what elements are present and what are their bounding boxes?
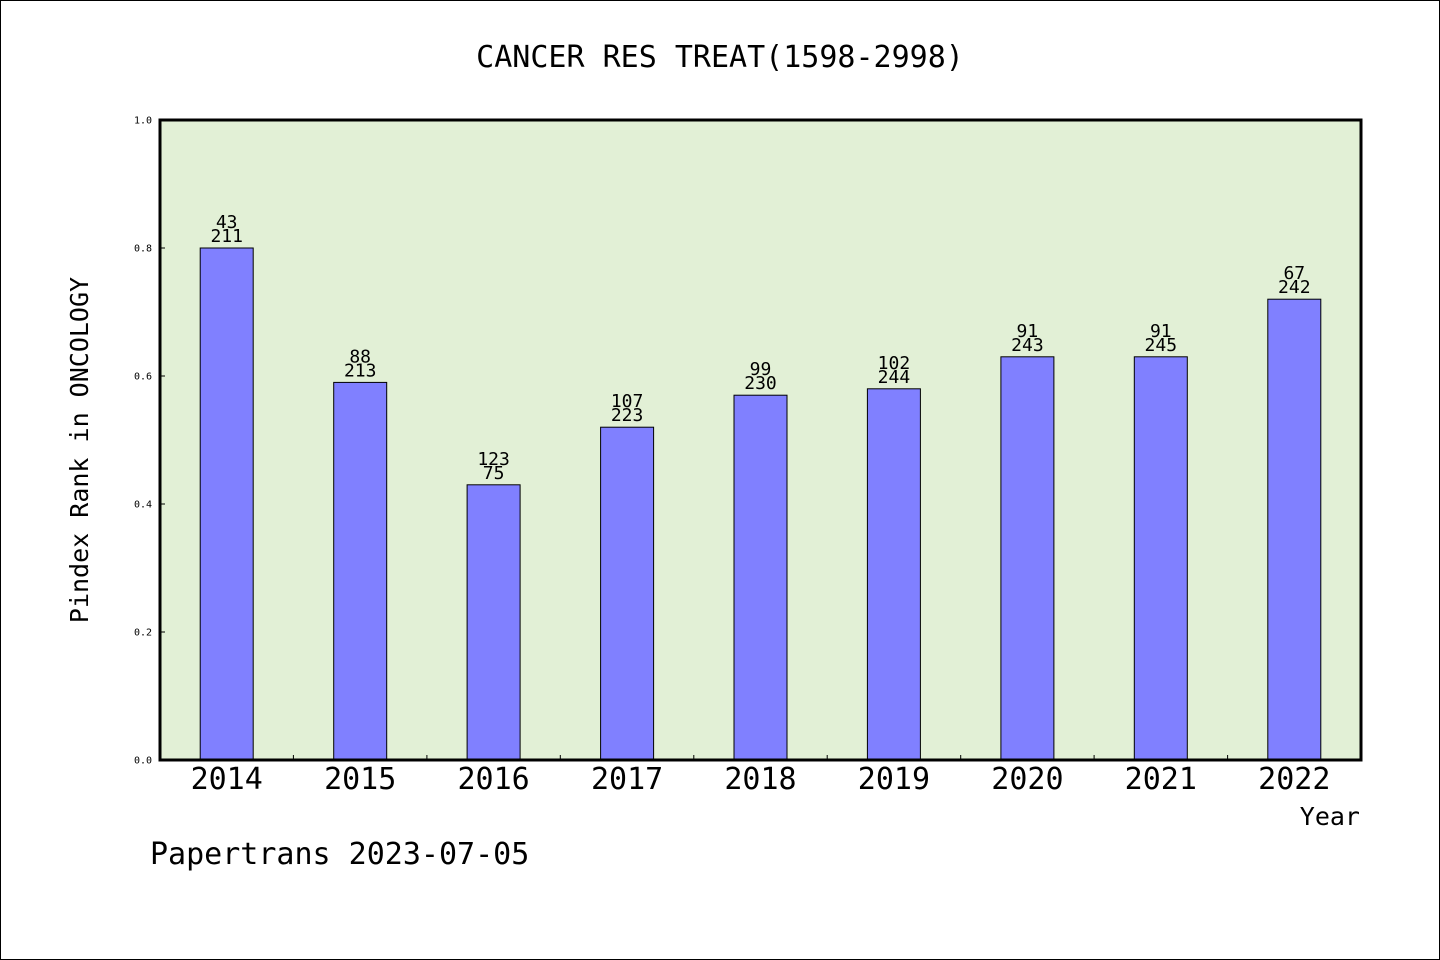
bar [733, 394, 788, 761]
data-label-bottom: 213 [344, 360, 377, 381]
bar [600, 426, 655, 761]
data-label-bottom: 244 [878, 367, 911, 388]
x-tick-label: 2017 [591, 762, 663, 797]
data-label-bottom: 230 [744, 373, 777, 394]
data-label-top: 43 [216, 212, 238, 233]
x-tick-label: 2018 [724, 762, 796, 797]
x-tick-label: 2021 [1125, 762, 1197, 797]
credit-label: Papertrans 2023-07-05 [150, 837, 529, 872]
bar [866, 388, 921, 761]
plot-border [158, 118, 1363, 762]
data-label-top: 99 [750, 359, 772, 380]
data-label-top: 67 [1283, 263, 1305, 284]
bar [466, 484, 521, 761]
y-tick-label: 1.0 [134, 116, 152, 127]
bar [1000, 356, 1055, 761]
bar [1267, 298, 1322, 761]
x-tick-label: 2019 [858, 762, 930, 797]
y-tick-label: 0.6 [134, 372, 152, 383]
x-tick-label: 2016 [457, 762, 529, 797]
x-axis-title: Year [1300, 802, 1360, 831]
chart-title: CANCER RES TREAT(1598-2998) [476, 40, 964, 75]
data-label-top: 91 [1017, 321, 1039, 342]
x-tick-label: 2020 [991, 762, 1063, 797]
data-label-bottom: 211 [210, 226, 243, 247]
data-label-bottom: 223 [611, 405, 644, 426]
data-label-bottom: 243 [1011, 335, 1044, 356]
y-tick-label: 0.2 [134, 628, 152, 639]
data-label-top: 107 [611, 391, 644, 412]
bar [1133, 356, 1188, 761]
x-tick-label: 2022 [1258, 762, 1330, 797]
data-label-top: 102 [878, 353, 911, 374]
y-tick-label: 0.0 [134, 756, 152, 767]
x-axis: 2014 2015 2016 2017 2018 2019 2020 2021 2022 [191, 755, 1330, 797]
data-label-top: 91 [1150, 321, 1172, 342]
data-label-bottom: 75 [483, 463, 505, 484]
bar [199, 247, 254, 761]
data-label-top: 123 [477, 449, 510, 470]
data-label-bottom: 242 [1278, 277, 1311, 298]
bars-group [199, 247, 1322, 761]
x-tick-label: 2015 [324, 762, 396, 797]
data-label-bottom: 245 [1145, 335, 1178, 356]
x-tick-label: 2014 [191, 762, 263, 797]
y-tick-label: 0.8 [134, 244, 152, 255]
bar [333, 381, 388, 761]
y-tick-label: 0.4 [134, 500, 152, 511]
data-label-top: 88 [349, 346, 371, 367]
y-axis-title: Pindex Rank in ONCOLOGY [65, 277, 94, 623]
